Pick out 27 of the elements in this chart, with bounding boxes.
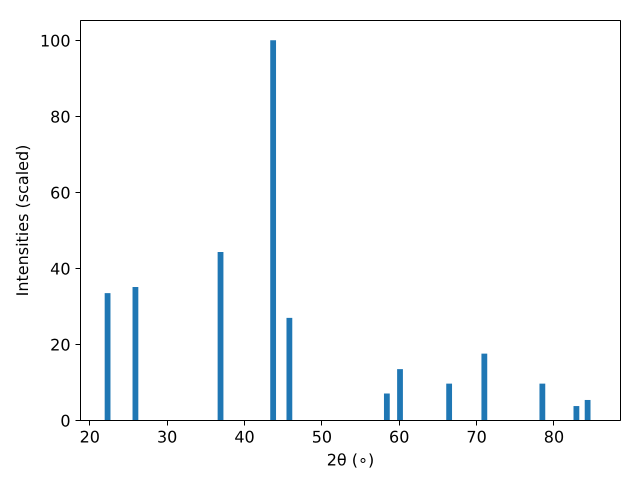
bar [132, 287, 138, 420]
bar [218, 252, 224, 420]
bar [574, 406, 580, 420]
x-tick-label: 70 [466, 428, 487, 446]
bar [270, 40, 276, 420]
bar [286, 318, 292, 420]
x-tick-label: 20 [80, 428, 100, 446]
y-tick-label: 60 [50, 183, 70, 202]
bar [584, 400, 591, 420]
y-tick-label: 40 [50, 259, 70, 278]
bar [104, 293, 110, 420]
bar [446, 384, 452, 420]
x-axis-title: 2θ (∘) [326, 450, 374, 470]
y-tick-label: 100 [40, 31, 71, 50]
y-tick-label: 0 [60, 412, 71, 430]
bar [539, 384, 546, 420]
x-tick-label: 80 [544, 428, 564, 446]
y-tick-label: 80 [50, 107, 70, 126]
y-axis-title: Intensities (scaled) [12, 144, 32, 296]
bar [397, 369, 403, 420]
x-tick-label: 40 [234, 428, 255, 446]
x-tick-label: 50 [312, 428, 332, 446]
y-tick-label: 20 [50, 335, 70, 354]
x-tick-label: 30 [156, 428, 178, 446]
bar [481, 354, 488, 420]
x-tick-label: 60 [389, 428, 410, 446]
bar [384, 394, 390, 420]
